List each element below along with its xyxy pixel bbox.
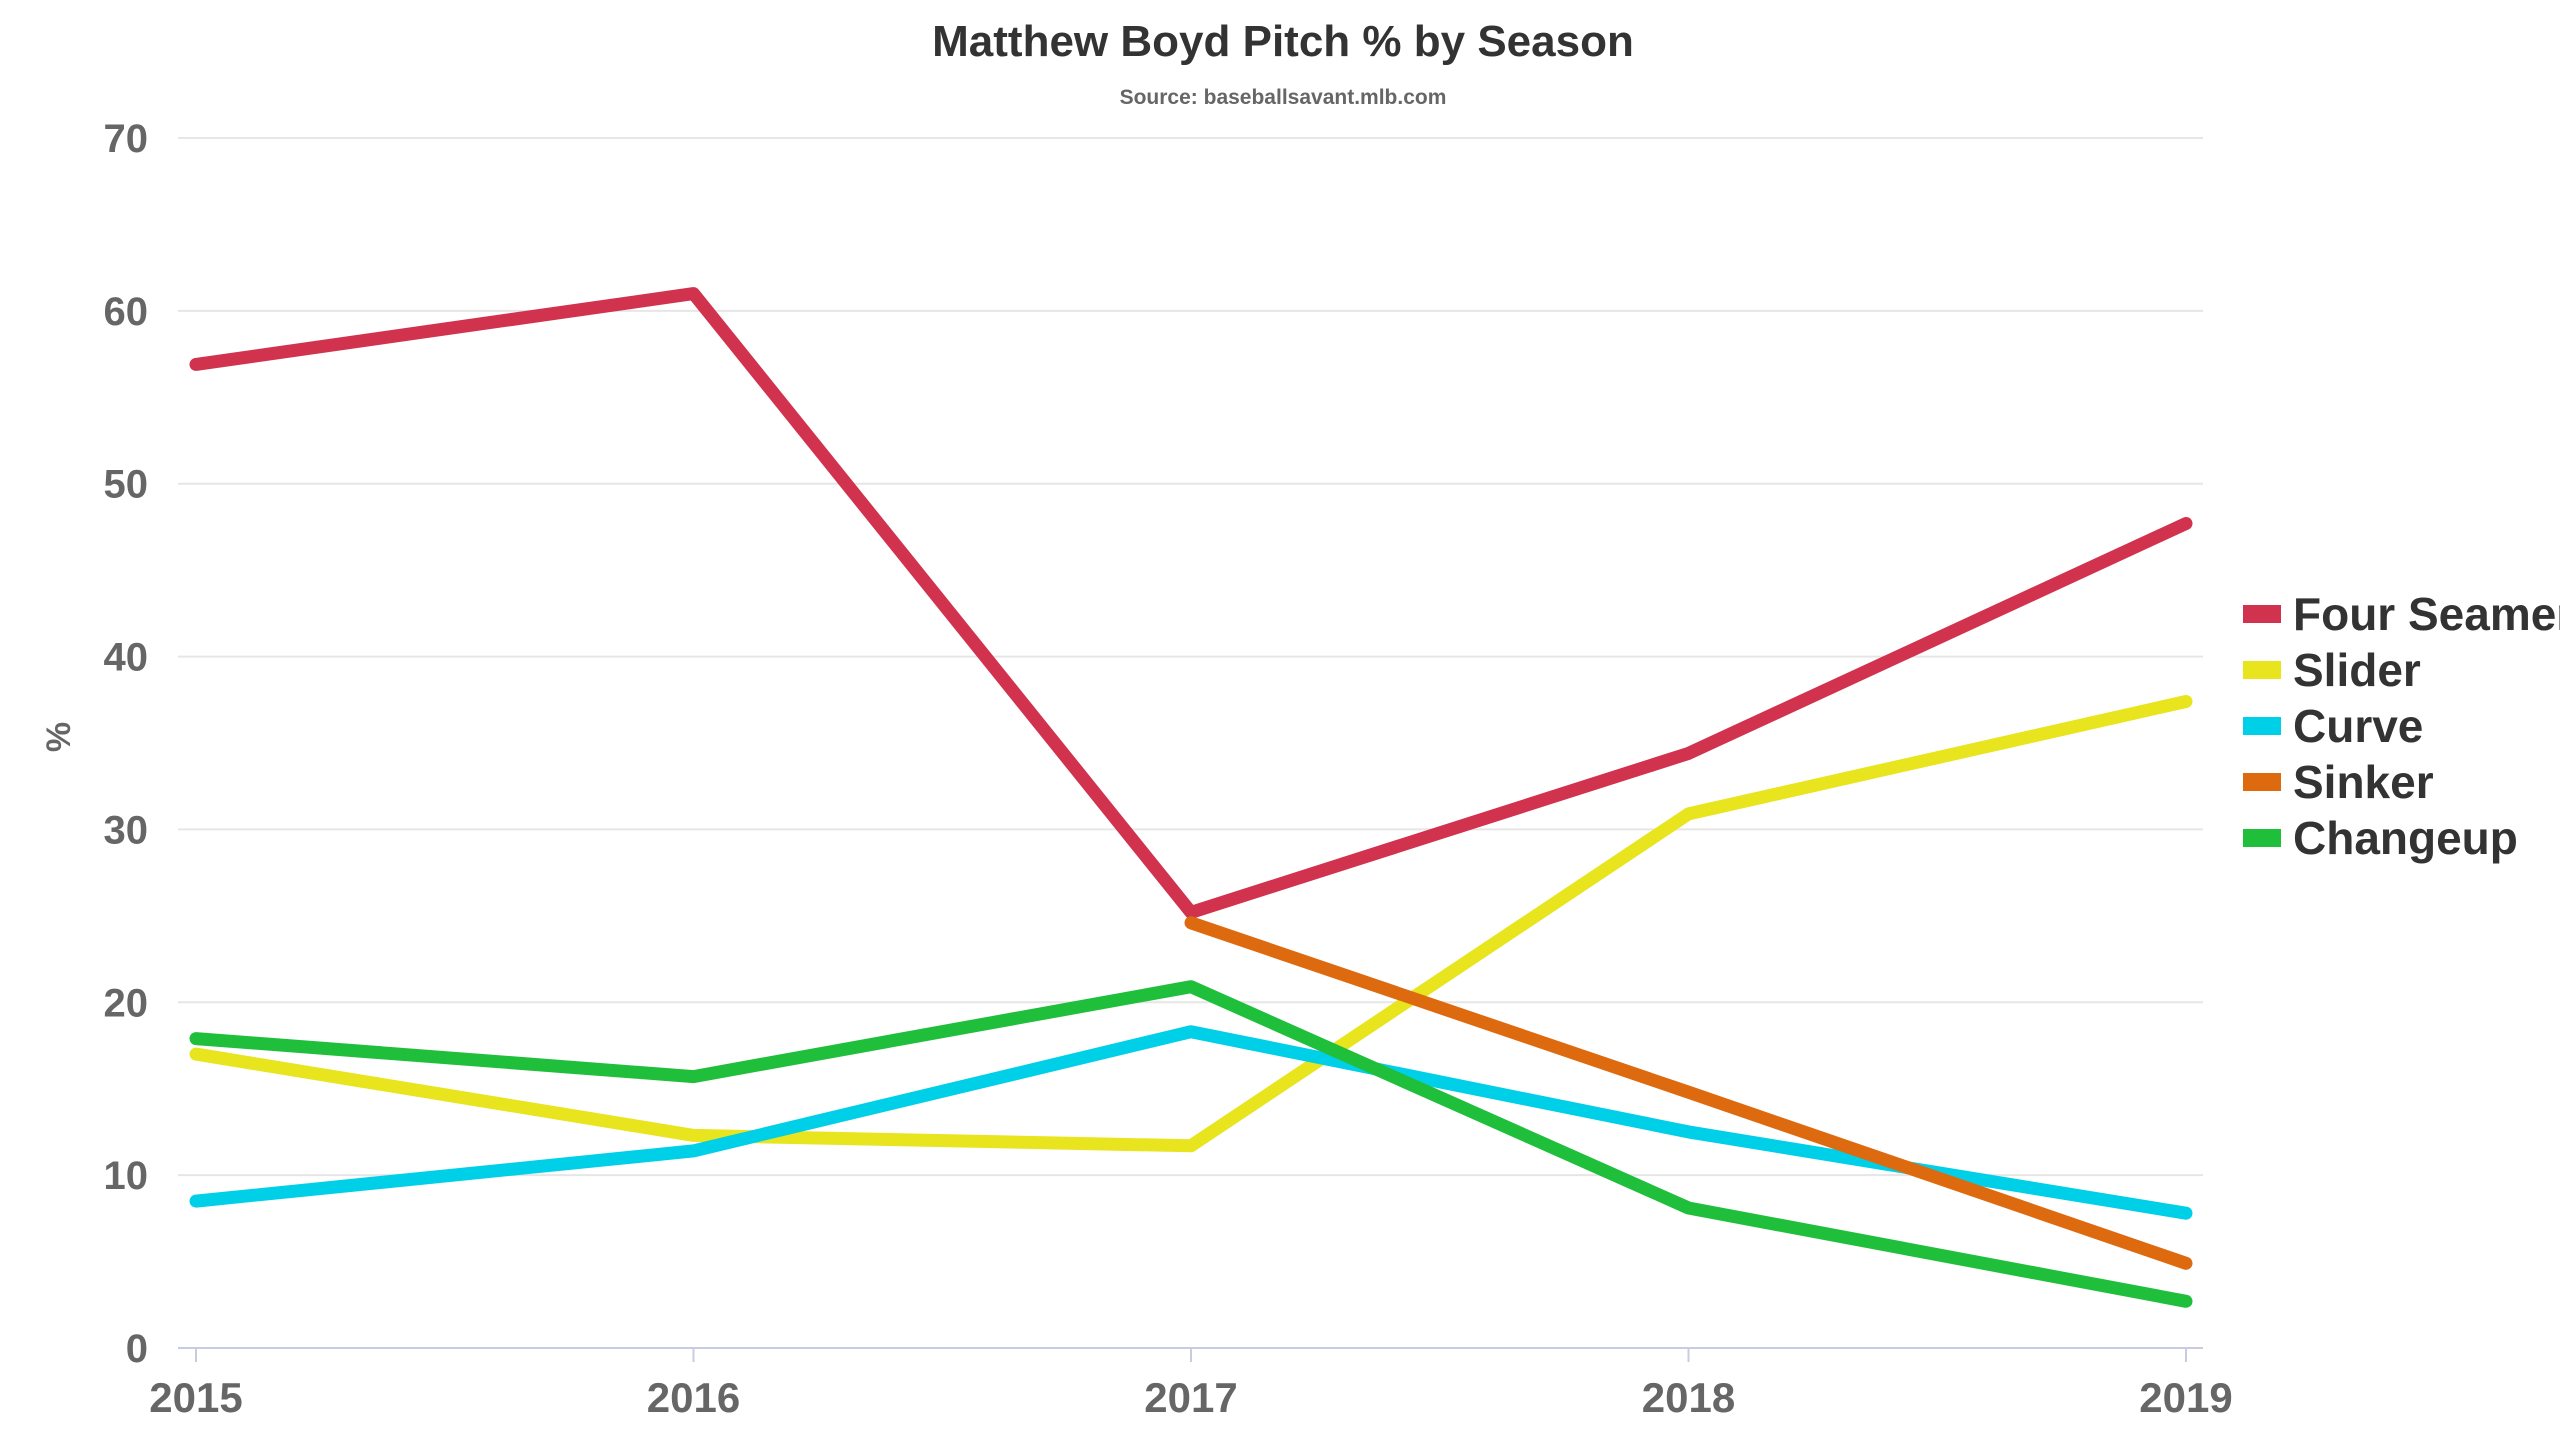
legend-swatch-slider xyxy=(2243,661,2281,679)
y-tick-label: 60 xyxy=(104,290,149,334)
series-line-curve xyxy=(189,1025,2193,1220)
legend-label-changeup: Changeup xyxy=(2293,812,2518,864)
x-tick-label: 2017 xyxy=(1144,1374,1237,1421)
series-line-four-seamer xyxy=(189,287,2193,919)
y-tick-label: 70 xyxy=(104,117,149,161)
legend-swatch-changeup xyxy=(2243,829,2281,847)
series-lines xyxy=(189,287,2193,1308)
legend-label-sinker: Sinker xyxy=(2293,756,2434,808)
legend-swatch-curve xyxy=(2243,717,2281,735)
legend-label-slider: Slider xyxy=(2293,644,2421,696)
y-tick-label: 0 xyxy=(126,1327,148,1371)
chart-title: Matthew Boyd Pitch % by Season xyxy=(932,17,1634,66)
legend-label-curve: Curve xyxy=(2293,700,2423,752)
x-tick-label: 2016 xyxy=(647,1374,740,1421)
series-line-slider xyxy=(189,695,2193,1153)
x-axis-ticks: 2015 2016 2017 2018 2019 xyxy=(149,1348,2233,1421)
legend-label-four-seamer: Four Seamer xyxy=(2293,588,2560,640)
legend-swatch-sinker xyxy=(2243,773,2281,791)
legend-swatch-four-seamer xyxy=(2243,605,2281,623)
series-line-changeup xyxy=(189,980,2193,1308)
x-tick-label: 2018 xyxy=(1642,1374,1735,1421)
x-tick-label: 2015 xyxy=(149,1374,242,1421)
y-tick-label: 10 xyxy=(104,1154,149,1198)
y-tick-label: 30 xyxy=(104,808,149,852)
x-tick-label: 2019 xyxy=(2139,1374,2232,1421)
grid-lines xyxy=(178,137,2203,1177)
series-line-sinker xyxy=(1184,916,2193,1270)
y-axis-label: % xyxy=(40,722,78,752)
y-tick-label: 20 xyxy=(104,981,149,1025)
y-tick-label: 40 xyxy=(104,636,149,680)
y-tick-label: 50 xyxy=(104,463,149,507)
y-axis-ticks: 0 10 20 30 40 50 60 70 xyxy=(104,117,149,1371)
chart-subtitle: Source: baseballsavant.mlb.com xyxy=(1120,86,1447,109)
